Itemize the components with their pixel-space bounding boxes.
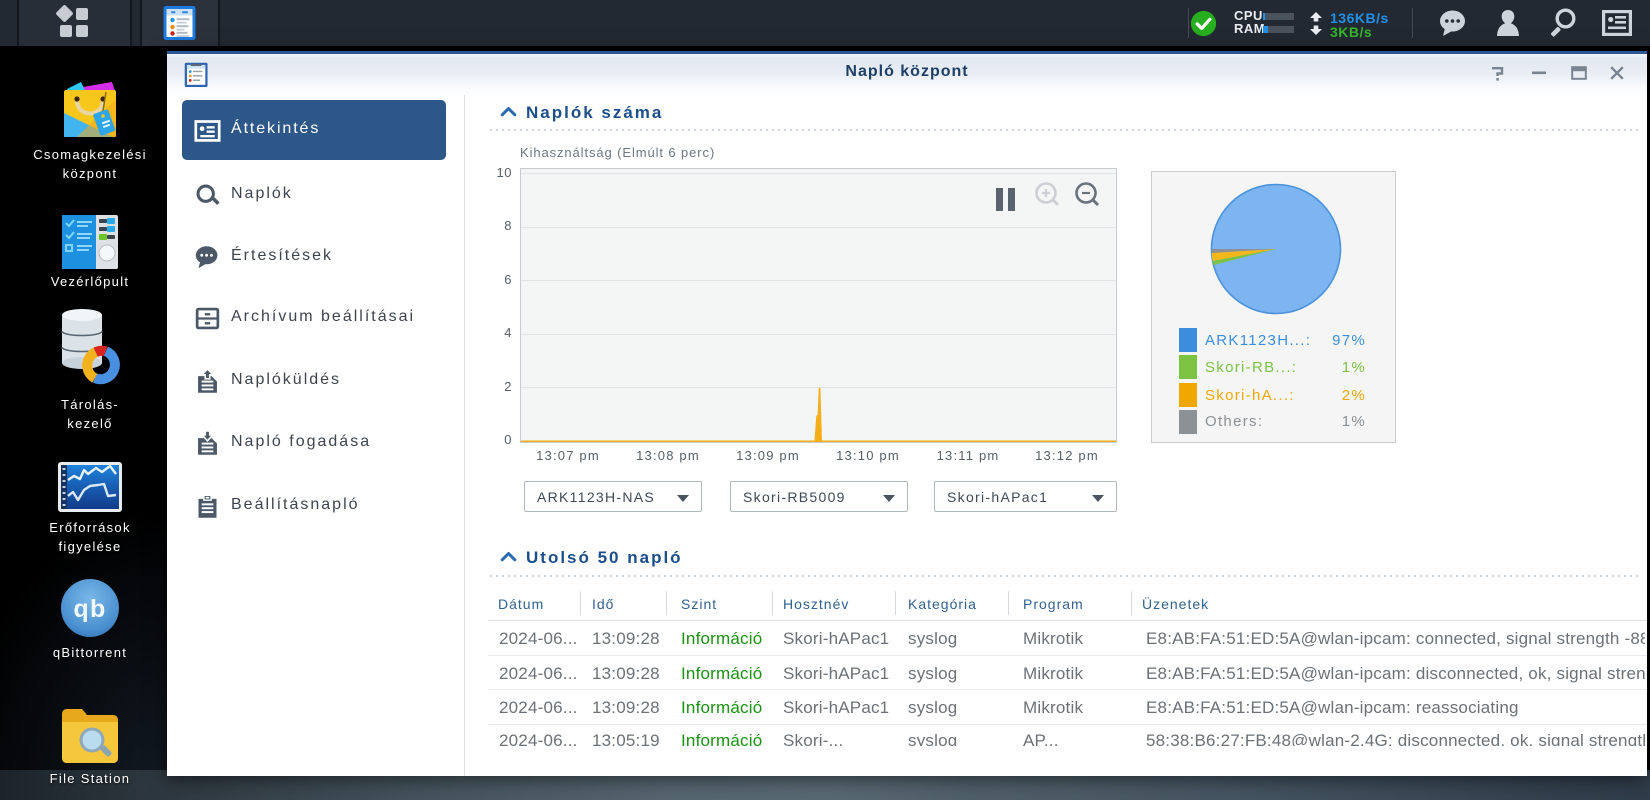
svg-text:qb: qb [73, 595, 106, 623]
